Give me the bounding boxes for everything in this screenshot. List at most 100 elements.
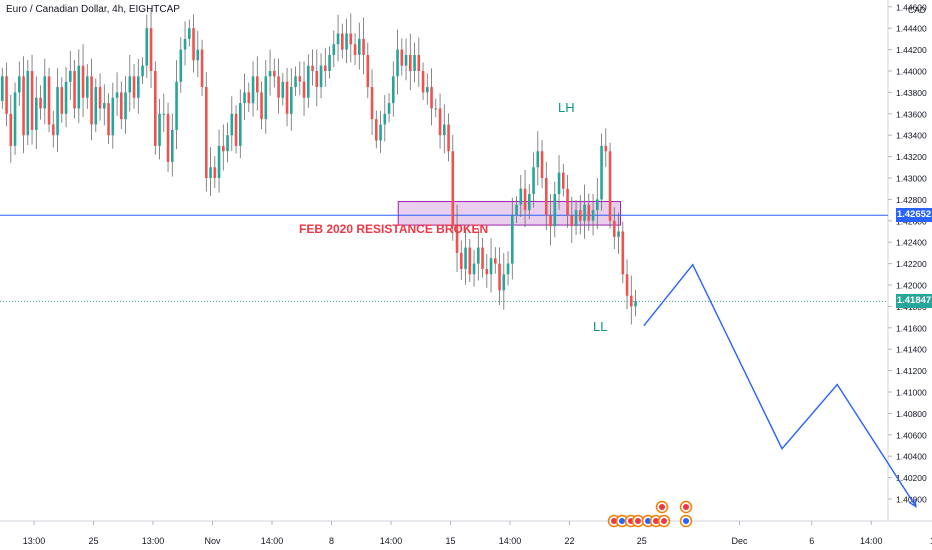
candle-body [251,76,255,104]
candle-body [120,92,123,120]
candle-body [545,178,548,216]
candle-body [464,247,467,269]
x-tick-label: 8 [329,536,334,546]
candle-body [472,263,476,275]
candle-body [43,76,47,109]
y-tick-label: 1.43400 [896,131,927,141]
x-tick-label: 14:00 [499,536,522,546]
candle-body [73,71,76,109]
candle-body [64,81,68,114]
candle-body [302,81,306,98]
x-tick-label: Dec [731,536,748,546]
candle-body [430,87,433,109]
x-tick-label: Nov [204,536,221,546]
candle-body [290,87,293,114]
x-tick-label: 22 [564,536,574,546]
candle-body [515,204,518,216]
candle-body [222,145,225,152]
candle-body [413,54,416,71]
candle-body [30,71,34,130]
candle-body [536,151,540,168]
candle-body [60,87,64,114]
candle-body [396,49,399,77]
candle-body [562,172,565,189]
candle-body [634,301,637,307]
candle-body [162,113,166,115]
candle-body [362,38,365,55]
candle-body [81,65,85,98]
candle-body [77,65,81,109]
candle-body [188,28,191,39]
candle-body [158,113,161,146]
chart-title: Euro / Canadian Dollar, 4h, EIGHTCAP [6,4,180,15]
candle-body [421,71,425,93]
candle-body [141,65,144,77]
candle-body [94,87,98,125]
candle-body [285,81,289,114]
lower-high-label: LH [558,100,575,115]
candle-body [345,33,348,50]
candle-body [532,167,535,195]
x-tick-label: 13 [930,536,932,546]
y-tick-label: 1.42400 [896,238,927,248]
candle-body [447,124,450,152]
candle-body [426,87,429,93]
event-marker-dot [645,518,651,524]
candle-body [438,108,442,136]
x-tick-label: 14:00 [860,536,883,546]
candle-body [375,119,378,141]
candle-body [460,252,463,269]
candle-body [511,215,514,264]
candle-body [298,76,302,82]
candle-body [18,76,21,93]
y-tick-label: 1.41200 [896,366,927,376]
candle-body [111,97,115,136]
candle-body [213,167,217,178]
candle-body [319,65,323,88]
candle-body [417,54,421,71]
candle-body [9,113,13,146]
candle-body [264,76,268,120]
candle-body [1,76,4,101]
candle-body [341,33,344,50]
last-price-tag: 1.41847 [896,294,932,309]
y-tick-label: 1.41600 [896,323,927,333]
candle-body [519,188,523,205]
candle-body [311,65,314,71]
event-marker-dot [611,518,617,524]
candle-body [205,87,208,178]
candle-body [86,76,89,98]
candle-body [183,38,187,50]
candle-body [171,129,174,162]
y-tick-label: 1.43800 [896,88,927,98]
y-tick-label: 1.42200 [896,259,927,269]
candle-body [22,76,25,136]
candle-body [617,231,620,237]
candle-body [587,204,591,221]
candle-body [47,76,51,125]
candle-body [35,97,38,130]
event-marker-dot [619,518,625,524]
candle-body [523,188,527,211]
candle-body [557,172,561,195]
candle-body [604,145,608,152]
candle-body [358,38,361,55]
candle-body [145,28,149,66]
candle-body [570,215,574,227]
candle-body [370,87,374,120]
candle-body [379,124,382,141]
y-tick-label: 1.40800 [896,409,927,419]
candle-body [166,113,170,162]
event-marker-dot [659,504,665,510]
candle-body [324,65,327,71]
y-tick-label: 1.44200 [896,45,927,55]
candle-body [39,97,42,109]
candle-body [613,220,616,237]
candle-body [383,113,387,125]
candle-body [328,54,331,71]
projection-path [643,263,917,507]
candle-body [277,76,280,98]
resistance-price-tag: 1.42652 [896,208,932,223]
candle-body [451,151,455,227]
